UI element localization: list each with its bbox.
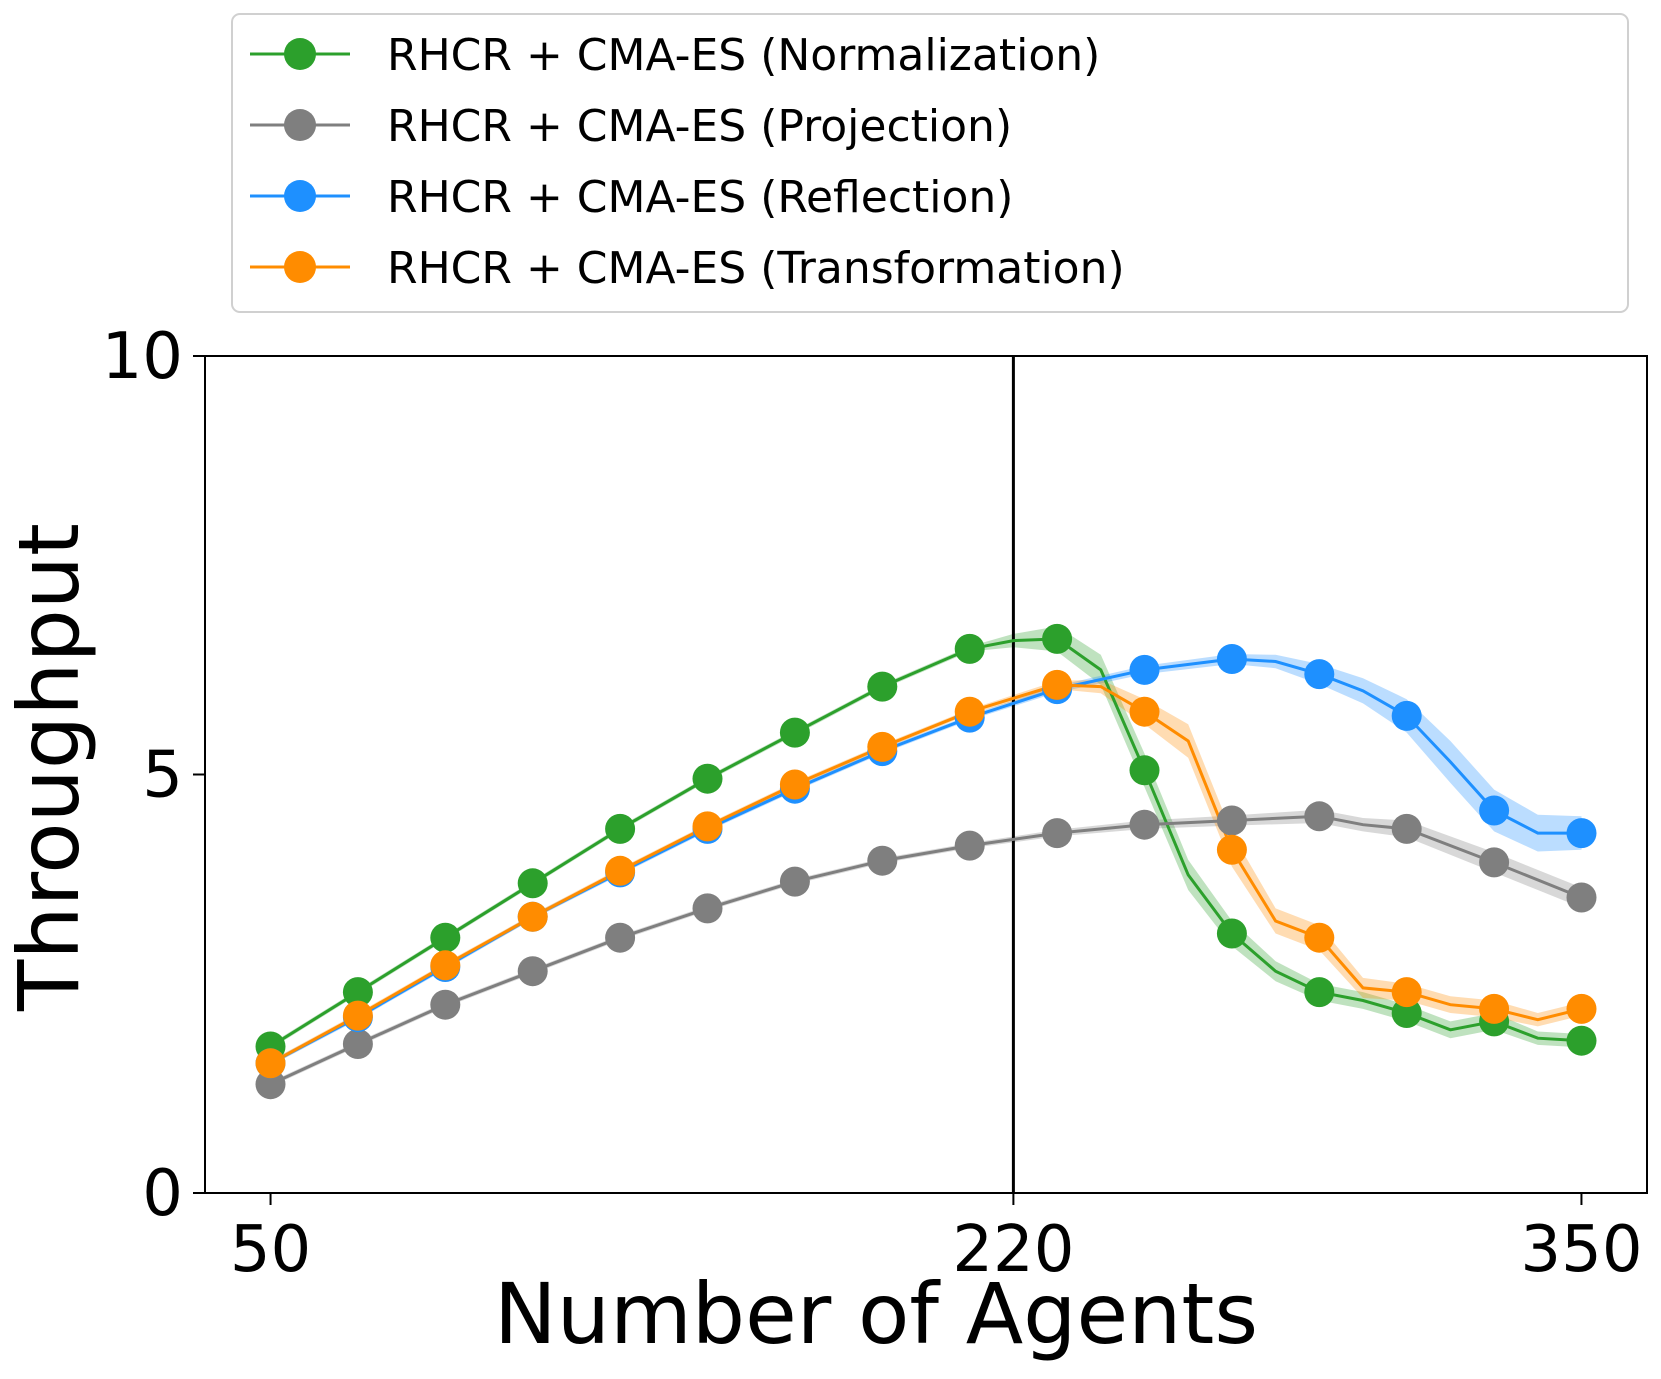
confidence-bands xyxy=(270,626,1582,1087)
point-rhcr-cma-es-projection xyxy=(1391,813,1422,844)
point-rhcr-cma-es-transformation xyxy=(1216,834,1247,865)
point-rhcr-cma-es-transformation xyxy=(1391,977,1422,1008)
x-axis-ticks: 50 220 350 xyxy=(230,1193,1643,1287)
point-rhcr-cma-es-normalization xyxy=(1216,918,1247,949)
point-rhcr-cma-es-normalization xyxy=(1129,755,1160,786)
point-rhcr-cma-es-normalization xyxy=(867,671,898,702)
point-rhcr-cma-es-reflection xyxy=(1216,644,1247,674)
point-rhcr-cma-es-normalization xyxy=(1391,998,1422,1028)
point-rhcr-cma-es-transformation xyxy=(1129,696,1160,727)
legend-marker-rhcr-cma-es-normalization xyxy=(284,38,316,70)
point-rhcr-cma-es-normalization xyxy=(1304,977,1335,1008)
legend-label-rhcr-cma-es-transformation: RHCR + CMA-ES (Transformation) xyxy=(387,243,1125,294)
point-rhcr-cma-es-projection xyxy=(605,922,636,953)
point-rhcr-cma-es-normalization xyxy=(605,813,636,844)
point-rhcr-cma-es-projection xyxy=(1479,847,1510,878)
band-rhcr-cma-es-normalization xyxy=(270,626,1582,1049)
legend-marker-rhcr-cma-es-transformation xyxy=(284,251,316,283)
band-rhcr-cma-es-projection xyxy=(270,809,1582,1087)
point-rhcr-cma-es-transformation xyxy=(342,1000,373,1031)
y-tick-label: 0 xyxy=(142,1157,183,1231)
y-tick-label: 5 xyxy=(142,739,183,813)
point-rhcr-cma-es-projection xyxy=(1129,809,1160,840)
point-rhcr-cma-es-transformation xyxy=(954,696,985,727)
legend-label-rhcr-cma-es-normalization: RHCR + CMA-ES (Normalization) xyxy=(387,30,1100,81)
point-rhcr-cma-es-projection xyxy=(1304,801,1335,832)
x-tick-label: 220 xyxy=(952,1213,1074,1287)
point-rhcr-cma-es-reflection xyxy=(1566,818,1597,849)
point-rhcr-cma-es-projection xyxy=(517,956,548,987)
point-rhcr-cma-es-transformation xyxy=(430,950,461,981)
point-rhcr-cma-es-projection xyxy=(779,866,810,897)
point-rhcr-cma-es-reflection xyxy=(1391,700,1422,731)
legend-label-rhcr-cma-es-reflection: RHCR + CMA-ES (Reflection) xyxy=(387,172,1013,223)
plot-area-frame xyxy=(204,355,1648,1194)
point-rhcr-cma-es-projection xyxy=(1216,805,1247,836)
point-rhcr-cma-es-transformation xyxy=(1042,669,1073,700)
point-rhcr-cma-es-transformation xyxy=(1479,993,1510,1024)
point-rhcr-cma-es-normalization xyxy=(342,977,373,1008)
point-rhcr-cma-es-normalization xyxy=(1566,1025,1597,1056)
point-rhcr-cma-es-projection xyxy=(342,1029,373,1059)
point-rhcr-cma-es-projection xyxy=(954,830,985,861)
point-rhcr-cma-es-projection xyxy=(867,845,898,876)
point-rhcr-cma-es-normalization xyxy=(430,922,461,953)
point-rhcr-cma-es-projection xyxy=(255,1069,286,1100)
point-rhcr-cma-es-normalization xyxy=(692,763,723,794)
line-rhcr-cma-es-transformation xyxy=(269,683,1582,1065)
point-rhcr-cma-es-normalization xyxy=(954,633,985,664)
series-markers xyxy=(255,623,1597,1100)
legend-marker-rhcr-cma-es-projection xyxy=(284,109,316,141)
x-tick-label: 350 xyxy=(1520,1213,1642,1287)
point-rhcr-cma-es-normalization xyxy=(1042,623,1073,654)
point-rhcr-cma-es-normalization xyxy=(779,717,810,748)
point-rhcr-cma-es-transformation xyxy=(1566,993,1597,1024)
y-axis-label: Throughput xyxy=(0,523,98,1012)
point-rhcr-cma-es-transformation xyxy=(255,1048,286,1079)
point-rhcr-cma-es-reflection xyxy=(1304,659,1335,690)
legend-box xyxy=(231,13,1629,313)
legend: RHCR + CMA-ES (Normalization) RHCR + CMA-… xyxy=(231,13,1629,313)
y-axis-ticks: 0 5 10 xyxy=(102,320,205,1231)
point-rhcr-cma-es-reflection xyxy=(1479,795,1510,826)
legend-marker-rhcr-cma-es-reflection xyxy=(284,180,316,212)
point-rhcr-cma-es-transformation xyxy=(605,855,636,886)
band-rhcr-cma-es-reflection xyxy=(270,654,1582,1066)
line-rhcr-cma-es-normalization xyxy=(269,637,1582,1048)
point-rhcr-cma-es-projection xyxy=(430,989,461,1020)
point-rhcr-cma-es-normalization xyxy=(517,868,548,899)
x-axis-label: Number of Agents xyxy=(494,1265,1258,1363)
legend-label-rhcr-cma-es-projection: RHCR + CMA-ES (Projection) xyxy=(387,101,1012,152)
point-rhcr-cma-es-projection xyxy=(1042,818,1073,849)
point-rhcr-cma-es-projection xyxy=(1566,882,1597,913)
point-rhcr-cma-es-reflection xyxy=(1129,654,1160,685)
x-tick-label: 50 xyxy=(230,1213,311,1287)
point-rhcr-cma-es-transformation xyxy=(692,811,723,842)
point-rhcr-cma-es-transformation xyxy=(867,731,898,762)
point-rhcr-cma-es-transformation xyxy=(779,769,810,800)
point-rhcr-cma-es-transformation xyxy=(1304,922,1335,953)
y-tick-label: 10 xyxy=(102,320,183,394)
point-rhcr-cma-es-transformation xyxy=(517,901,548,932)
line-rhcr-cma-es-projection xyxy=(269,814,1583,1086)
point-rhcr-cma-es-projection xyxy=(692,893,723,924)
